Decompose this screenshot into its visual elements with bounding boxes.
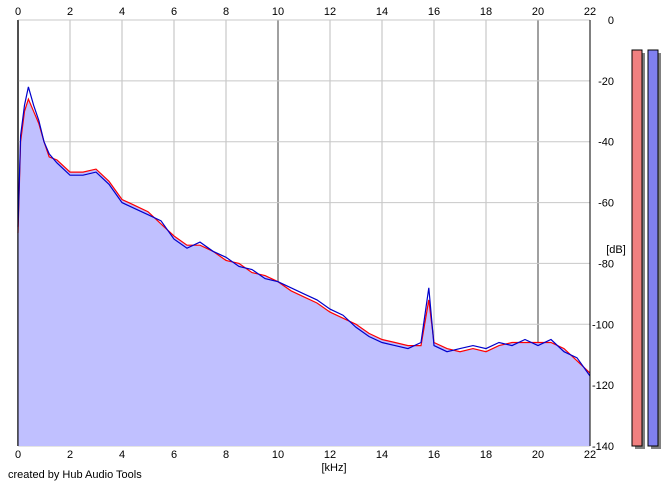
y-tick-label-0: 0 <box>608 15 614 27</box>
level-meter-1 <box>647 49 659 447</box>
x-tick-label-bottom-10: 20 <box>532 449 544 461</box>
x-tick-label-top-3: 6 <box>171 6 177 18</box>
x-tick-label-bottom-8: 16 <box>428 449 440 461</box>
x-tick-label-bottom-2: 4 <box>119 449 125 461</box>
x-tick-label-top-6: 12 <box>324 6 336 18</box>
x-tick-label-top-9: 18 <box>480 6 492 18</box>
y-tick-label-2: -40 <box>598 137 614 149</box>
x-tick-label-bottom-5: 10 <box>272 449 284 461</box>
x-tick-label-top-10: 20 <box>532 6 544 18</box>
footer-credit: created by Hub Audio Tools <box>8 469 142 481</box>
y-tick-label-7: -140 <box>592 441 614 453</box>
x-tick-label-bottom-11: 22 <box>584 449 596 461</box>
x-tick-label-top-0: 0 <box>15 6 21 18</box>
spectrum-area <box>18 99 590 446</box>
y-tick-label-1: -20 <box>598 76 614 88</box>
y-tick-label-6: -120 <box>592 380 614 392</box>
level-meter-0 <box>631 49 643 447</box>
x-tick-label-top-1: 2 <box>67 6 73 18</box>
series-line-1 <box>17 86 591 377</box>
x-tick-label-bottom-0: 0 <box>15 449 21 461</box>
x-tick-label-top-7: 14 <box>376 6 388 18</box>
x-tick-label-bottom-6: 12 <box>324 449 336 461</box>
x-tick-label-bottom-1: 2 <box>67 449 73 461</box>
x-axis-label: [kHz] <box>321 462 346 474</box>
x-tick-label-bottom-7: 14 <box>376 449 388 461</box>
x-tick-label-top-11: 22 <box>584 6 596 18</box>
y-axis-label: [dB] <box>606 244 626 256</box>
y-tick-label-4: -80 <box>598 258 614 270</box>
x-tick-label-bottom-3: 6 <box>171 449 177 461</box>
x-tick-label-top-2: 4 <box>119 6 125 18</box>
x-tick-label-top-4: 8 <box>223 6 229 18</box>
x-tick-label-top-5: 10 <box>272 6 284 18</box>
x-tick-label-bottom-9: 18 <box>480 449 492 461</box>
x-tick-label-bottom-4: 8 <box>223 449 229 461</box>
x-tick-label-top-8: 16 <box>428 6 440 18</box>
y-tick-label-3: -60 <box>598 198 614 210</box>
y-tick-label-5: -100 <box>592 319 614 331</box>
